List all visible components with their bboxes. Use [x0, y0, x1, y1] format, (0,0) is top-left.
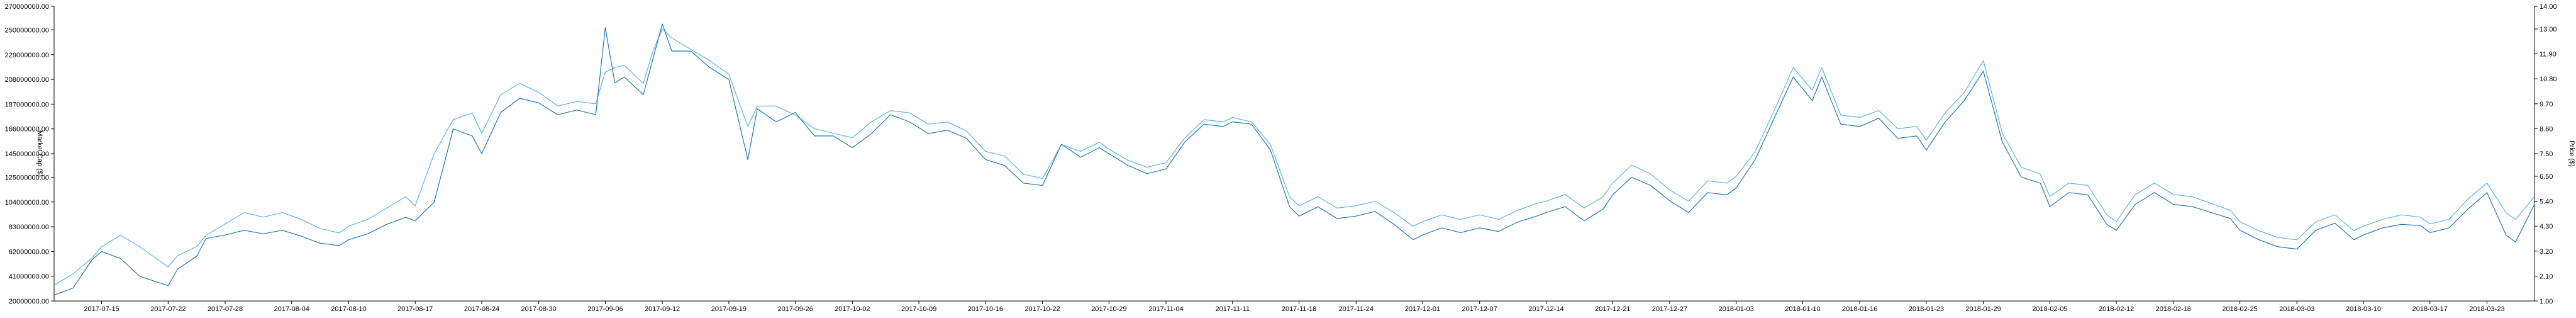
right-axis-tick-label: 2.10	[2540, 273, 2553, 280]
x-axis-tick-label: 2017-07-22	[150, 305, 186, 313]
x-axis-tick-label: 2017-07-28	[208, 305, 243, 313]
x-axis-tick-label: 2018-03-03	[2279, 305, 2314, 313]
right-axis-tick-label: 7.50	[2540, 150, 2553, 158]
x-axis-tick-label: 2017-10-09	[901, 305, 936, 313]
x-axis-tick-label: 2018-02-18	[2156, 305, 2191, 313]
left-axis-tick-label: 166000000.00	[5, 126, 49, 133]
x-axis-tick-label: 2018-03-23	[2469, 305, 2504, 313]
x-axis-tick-label: 2017-07-15	[84, 305, 119, 313]
left-y-axis: Market Cap ($) 20000000.00 41000000.00 620…	[5, 3, 55, 305]
x-axis-tick-label: 2017-11-24	[1338, 305, 1373, 313]
right-axis-tick-label: 13.00	[2540, 26, 2557, 33]
left-axis-tick-label: 187000000.00	[5, 101, 49, 108]
x-axis-tick-label: 2017-09-06	[587, 305, 623, 313]
x-axis-tick-label: 2017-10-29	[1091, 305, 1126, 313]
x-axis-tick-label: 2018-01-29	[1965, 305, 2001, 313]
right-y-axis-title: Price ($)	[2568, 140, 2575, 167]
left-y-axis-title: Market Cap ($)	[36, 130, 43, 176]
x-axis-tick-label: 2017-12-21	[1595, 305, 1630, 313]
right-y-axis: Price ($) 1.00 2.10 3.20 4.30 5.40 6.50 7.50 8.…	[2534, 3, 2575, 305]
x-axis-tick-label: 2017-09-26	[778, 305, 813, 313]
left-axis-tick-label: 20000000.00	[9, 298, 49, 305]
right-axis-tick-label: 6.50	[2540, 173, 2553, 181]
left-axis-tick-label: 125000000.00	[5, 174, 49, 181]
x-axis-tick-label: 2017-12-27	[1652, 305, 1687, 313]
left-axis-tick-label: 41000000.00	[9, 273, 49, 281]
x-axis-tick-label: 2017-11-04	[1148, 305, 1183, 313]
left-axis-tick-label: 83000000.00	[9, 224, 49, 231]
x-axis-tick-label: 2018-02-25	[2222, 305, 2257, 313]
x-axis-tick-label: 2017-08-24	[464, 305, 499, 313]
right-axis-tick-label: 3.20	[2540, 248, 2553, 256]
x-axis-tick-label: 2017-08-17	[397, 305, 433, 313]
left-axis-tick-label: 229000000.00	[5, 52, 49, 59]
right-axis-tick-label: 4.30	[2540, 223, 2553, 230]
x-axis-tick-label: 2017-08-04	[274, 305, 309, 313]
market-cap-series-line	[53, 23, 2535, 296]
x-axis-tick-label: 2017-12-07	[1462, 305, 1497, 313]
left-axis-tick-label: 104000000.00	[5, 199, 49, 207]
x-axis-tick-label: 2017-11-11	[1215, 305, 1250, 313]
x-axis-tick-label: 2018-02-05	[2032, 305, 2067, 313]
x-axis-tick-label: 2017-08-10	[331, 305, 366, 313]
x-axis-tick-label: 2017-08-30	[521, 305, 557, 313]
right-axis-tick-label: 8.60	[2540, 125, 2553, 133]
x-axis-tick-label: 2017-10-16	[968, 305, 1003, 313]
x-axis-tick-label: 2018-01-16	[1842, 305, 1877, 313]
right-axis-tick-label: 5.40	[2540, 198, 2553, 206]
x-axis-tick-label: 2018-01-23	[1909, 305, 1944, 313]
series-layer	[53, 23, 2535, 296]
x-axis-tick-label: 2017-10-22	[1024, 305, 1060, 313]
right-axis-tick-label: 14.00	[2540, 3, 2557, 11]
x-axis-tick-label: 2017-09-12	[645, 305, 680, 313]
x-axis-tick-label: 2018-01-03	[1719, 305, 1754, 313]
x-axis-tick-label: 2017-12-14	[1528, 305, 1563, 313]
x-axis-tick-label: 2018-02-12	[2099, 305, 2134, 313]
right-axis-tick-label: 11.90	[2540, 51, 2557, 59]
x-axis-tick-label: 2017-12-01	[1405, 305, 1440, 313]
x-axis-tick-label: 2018-01-10	[1785, 305, 1820, 313]
left-axis-tick-label: 270000000.00	[5, 3, 49, 11]
x-axis-tick-label: 2017-10-02	[835, 305, 870, 313]
left-axis-tick-label: 145000000.00	[5, 150, 49, 158]
left-axis-tick-label: 208000000.00	[5, 76, 49, 84]
x-axis-tick-label: 2017-11-18	[1282, 305, 1316, 313]
right-axis-tick-label: 9.70	[2540, 101, 2553, 108]
x-axis-tick-label: 2018-03-10	[2346, 305, 2381, 313]
x-axis: 2017-07-15 2017-07-22 2017-07-28 2017-08-04…	[54, 300, 2534, 313]
left-axis-tick-label: 62000000.00	[9, 248, 49, 256]
price-series-line	[53, 28, 2535, 286]
right-axis-tick-label: 10.80	[2540, 76, 2557, 83]
x-axis-tick-label: 2018-03-17	[2412, 305, 2448, 313]
x-axis-tick-label: 2017-09-19	[711, 305, 747, 313]
left-axis-tick-label: 250000000.00	[5, 26, 49, 34]
right-axis-tick-label: 1.00	[2540, 298, 2553, 305]
